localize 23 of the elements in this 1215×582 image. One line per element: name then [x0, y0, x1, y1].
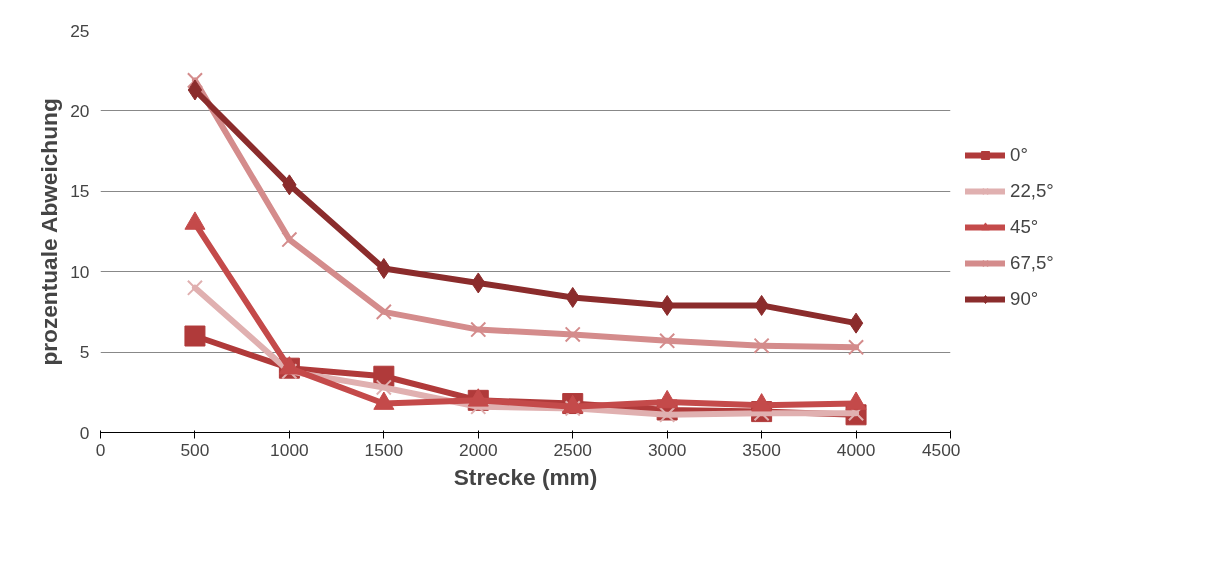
x-tick-label: 0 — [95, 439, 106, 460]
y-tick-label: 15 — [70, 181, 90, 202]
legend-label: 67,5° — [1010, 252, 1054, 274]
x-tick-label: 4000 — [836, 439, 876, 460]
y-tick-label: 20 — [70, 100, 90, 121]
x-tick-label: 4500 — [921, 439, 961, 460]
x-axis-title: Strecke (mm) — [453, 463, 598, 490]
legend-label: 0° — [1010, 144, 1029, 166]
x-tick-label: 2000 — [459, 439, 498, 460]
y-tick-label: 25 — [70, 20, 90, 41]
legend-label: 22,5° — [1010, 180, 1054, 202]
y-axis-title: prozentuale Abweichung — [36, 98, 63, 366]
x-tick-label: 3500 — [742, 439, 781, 460]
x-tick-label: 1000 — [270, 439, 309, 460]
x-tick-label: 500 — [180, 439, 210, 460]
x-tick-label: 2500 — [553, 439, 593, 460]
legend-label: 45° — [1010, 216, 1039, 238]
x-tick-label: 3000 — [647, 439, 687, 460]
legend-label: 90° — [1010, 288, 1039, 310]
y-tick-label: 5 — [79, 342, 90, 363]
y-tick-label: 10 — [70, 261, 90, 282]
y-tick-label: 0 — [79, 422, 90, 443]
x-tick-label: 1500 — [364, 439, 404, 460]
